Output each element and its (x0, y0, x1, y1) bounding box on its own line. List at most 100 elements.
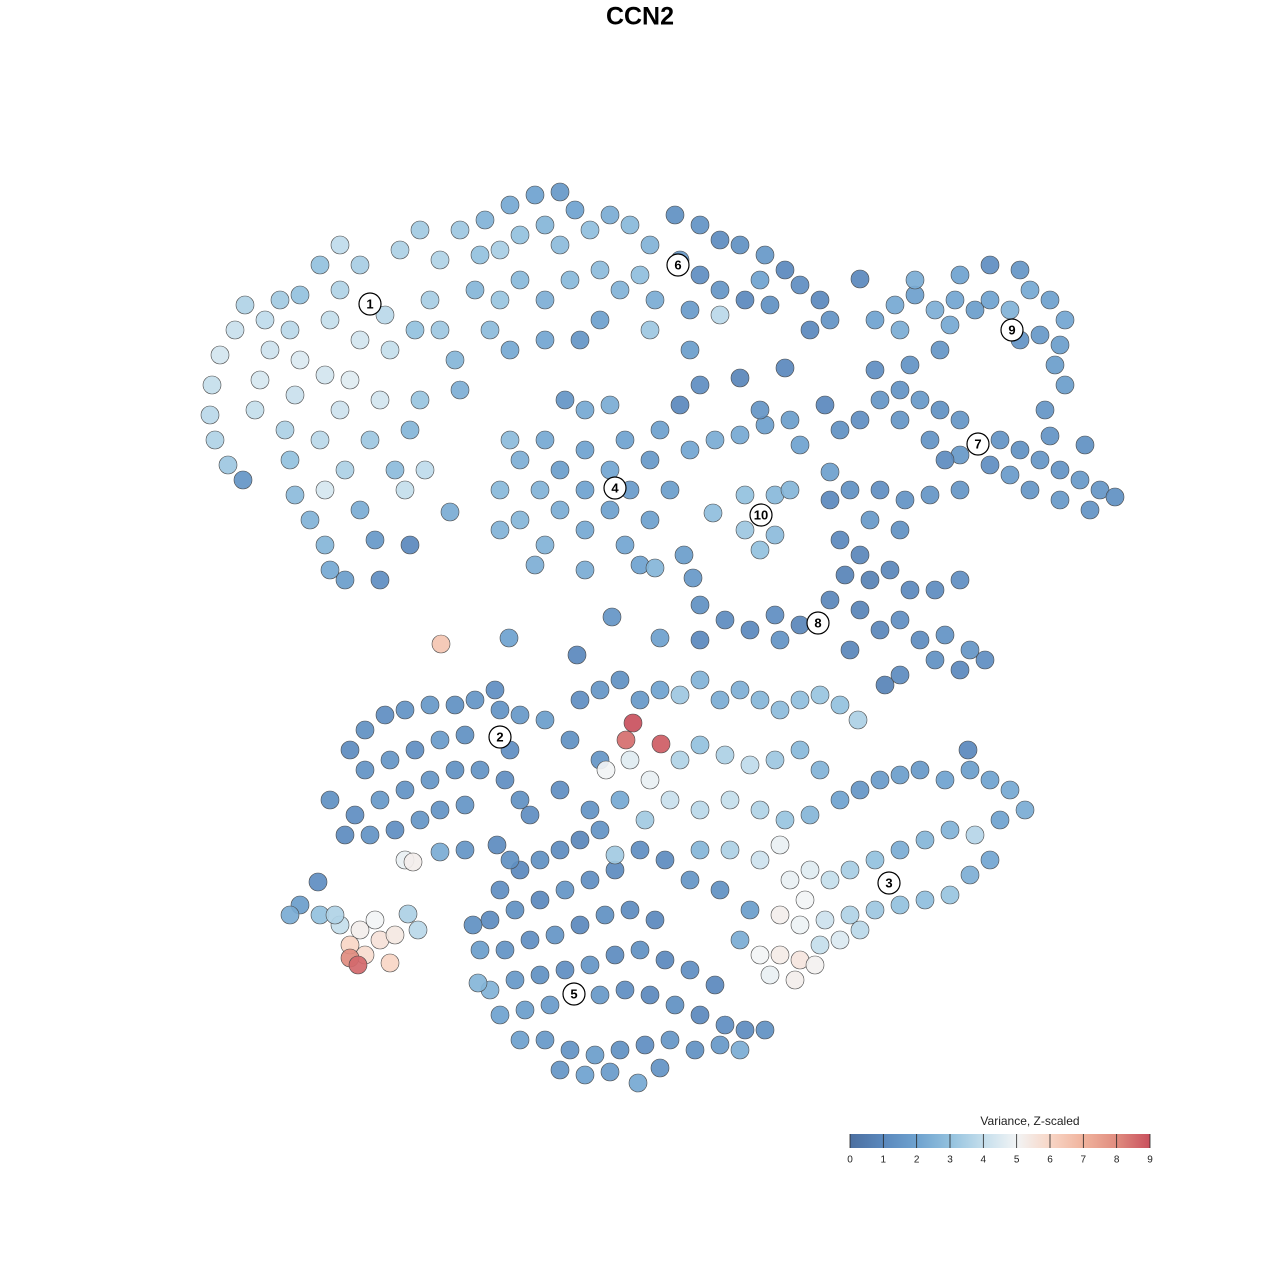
point (616, 730, 636, 750)
point (360, 430, 380, 450)
point (715, 1015, 735, 1035)
point (580, 220, 600, 240)
point (680, 870, 700, 890)
point (935, 450, 955, 470)
point (480, 910, 500, 930)
point (205, 430, 225, 450)
point (830, 530, 850, 550)
point (350, 500, 370, 520)
point (245, 400, 265, 420)
point (735, 1020, 755, 1040)
point (780, 480, 800, 500)
point (710, 305, 730, 325)
point (1000, 300, 1020, 320)
point (760, 965, 780, 985)
point (680, 440, 700, 460)
colorbar-tick-label: 8 (1114, 1155, 1120, 1166)
point (690, 670, 710, 690)
point (385, 820, 405, 840)
point (915, 890, 935, 910)
point (890, 895, 910, 915)
point (1040, 426, 1060, 446)
point (285, 485, 305, 505)
point (490, 520, 510, 540)
point (602, 607, 622, 627)
point (1105, 487, 1125, 507)
point (570, 830, 590, 850)
colorbar-tick-label: 1 (881, 1155, 887, 1166)
point (930, 340, 950, 360)
point (555, 390, 575, 410)
point (850, 545, 870, 565)
point (630, 265, 650, 285)
point (400, 535, 420, 555)
point (595, 905, 615, 925)
point (430, 320, 450, 340)
point (705, 975, 725, 995)
point (930, 400, 950, 420)
point (1045, 355, 1065, 375)
point (330, 235, 350, 255)
point (610, 280, 630, 300)
point (1050, 490, 1070, 510)
point (890, 665, 910, 685)
point (680, 340, 700, 360)
point (290, 350, 310, 370)
point (900, 580, 920, 600)
point (370, 390, 390, 410)
point (575, 520, 595, 540)
point (965, 300, 985, 320)
point (640, 235, 660, 255)
point (500, 195, 520, 215)
point (640, 320, 660, 340)
cluster-label: 9 (1008, 322, 1015, 337)
point (840, 860, 860, 880)
point (315, 480, 335, 500)
point (535, 710, 555, 730)
point (935, 770, 955, 790)
point (385, 460, 405, 480)
point (620, 750, 640, 770)
point (550, 780, 570, 800)
point (895, 490, 915, 510)
point (735, 485, 755, 505)
point (950, 480, 970, 500)
point (430, 250, 450, 270)
cluster-label: 6 (674, 257, 681, 272)
point (510, 705, 530, 725)
point (670, 685, 690, 705)
point (470, 940, 490, 960)
point (550, 182, 570, 202)
point (645, 558, 665, 578)
point (660, 790, 680, 810)
point (405, 740, 425, 760)
point (870, 770, 890, 790)
point (1030, 450, 1050, 470)
point (925, 300, 945, 320)
point (960, 640, 980, 660)
point (510, 225, 530, 245)
point (610, 670, 630, 690)
point (800, 860, 820, 880)
point (755, 1020, 775, 1040)
point (830, 420, 850, 440)
point (335, 825, 355, 845)
point (575, 440, 595, 460)
point (980, 850, 1000, 870)
point (830, 930, 850, 950)
point (645, 290, 665, 310)
point (875, 675, 895, 695)
point (590, 310, 610, 330)
point (285, 385, 305, 405)
point (1000, 465, 1020, 485)
point (590, 260, 610, 280)
point (420, 695, 440, 715)
points-layer (200, 182, 1125, 1093)
point (650, 628, 670, 648)
point (885, 295, 905, 315)
point (510, 270, 530, 290)
point (535, 330, 555, 350)
point (920, 485, 940, 505)
point (615, 430, 635, 450)
